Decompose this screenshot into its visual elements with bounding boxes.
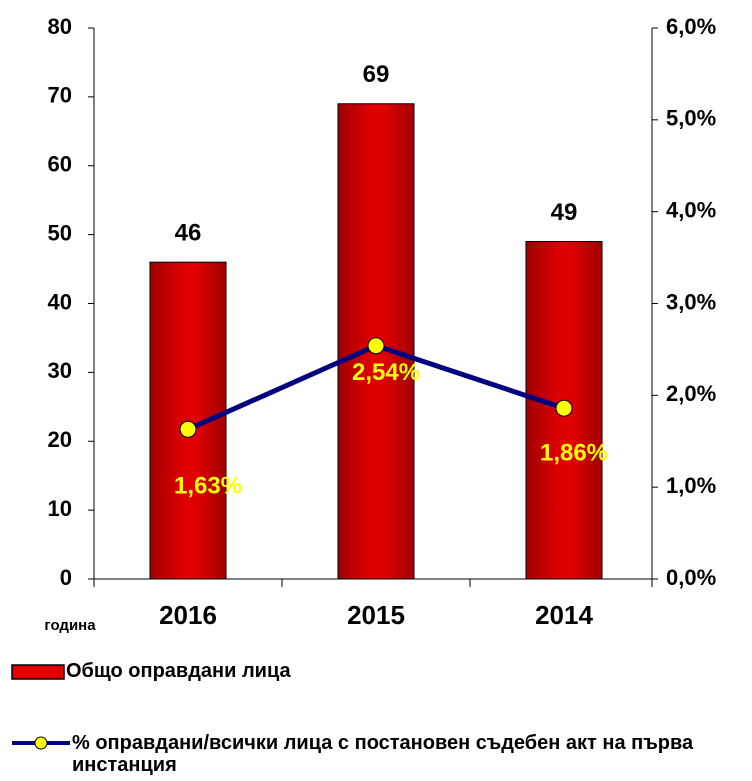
- x-tick-label: 2016: [159, 600, 217, 630]
- y-tick-label: 50: [48, 220, 72, 245]
- line-marker: [179, 420, 197, 438]
- y2-tick-label: 0,0%: [666, 565, 716, 590]
- y2-tick-label: 5,0%: [666, 106, 716, 131]
- line-marker: [367, 337, 385, 355]
- line-marker: [555, 399, 573, 417]
- legend-marker-swatch: [34, 736, 48, 750]
- x-tick-label: 2015: [347, 600, 405, 630]
- x-tick-label: 2014: [535, 600, 593, 630]
- y-tick-label: 70: [48, 83, 72, 108]
- y2-tick-label: 2,0%: [666, 381, 716, 406]
- y-tick-label: 60: [48, 152, 72, 177]
- bar: [149, 261, 227, 580]
- chart: година 0 10 20 30 40 50 60 70 80 0,0% 1,0% 2,0% 3,0%…: [44, 14, 716, 634]
- bar-value-label: 69: [363, 61, 390, 88]
- y-tick-label: 30: [48, 358, 72, 383]
- legend-label: Общо оправдани лица: [66, 660, 291, 682]
- y2-tick-label: 6,0%: [666, 14, 716, 39]
- x-axis-label: година: [44, 617, 96, 634]
- y-tick-label: 0: [60, 565, 72, 590]
- y-tick-label: 10: [48, 496, 72, 521]
- y-tick-label: 40: [48, 289, 72, 314]
- y2-tick-label: 3,0%: [666, 289, 716, 314]
- legend-swatch: [12, 736, 70, 750]
- legend-item: Общо оправдани лица: [10, 660, 291, 683]
- line-value-label: 1,63%: [174, 473, 242, 500]
- legend-label: % оправдани/всички лица с постановен съд…: [72, 732, 694, 776]
- y2-tick-label: 4,0%: [666, 197, 716, 222]
- y-tick-label: 80: [48, 14, 72, 39]
- bar-value-label: 46: [175, 220, 202, 247]
- line-value-label: 1,86%: [540, 440, 608, 467]
- bar-value-label: 49: [551, 199, 578, 226]
- legend-bar-swatch: [11, 664, 65, 680]
- y2-tick-label: 1,0%: [666, 473, 716, 498]
- line-value-label: 2,54%: [352, 359, 420, 386]
- legend-item: % оправдани/всички лица с постановен съд…: [10, 732, 752, 776]
- legend-swatch: [11, 664, 65, 680]
- y-tick-label: 20: [48, 427, 72, 452]
